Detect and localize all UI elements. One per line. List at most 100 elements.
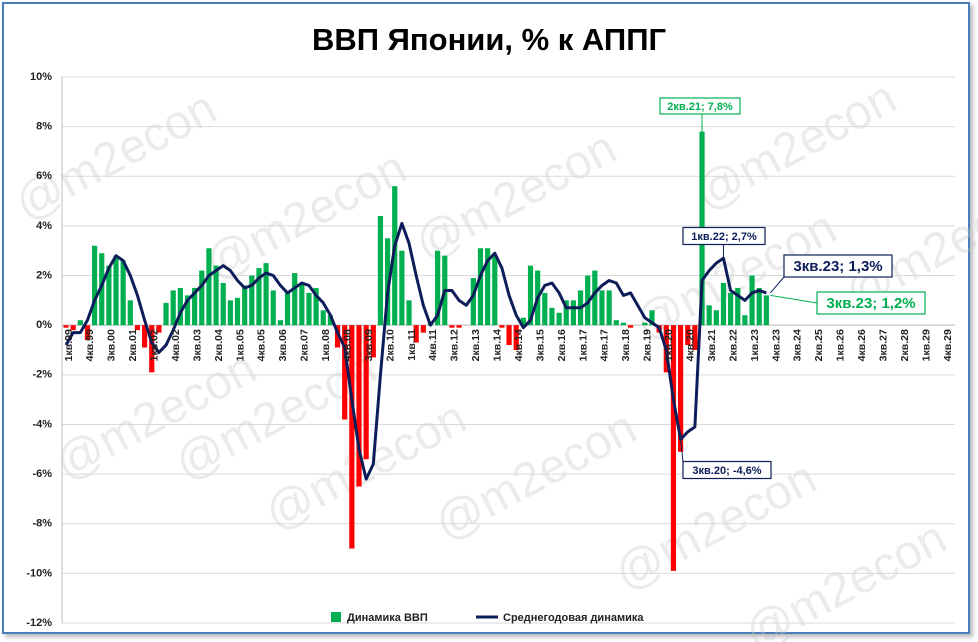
x-labels: 1кв.99 4кв.99 3кв.00 2кв.01 1кв.02 4кв.02 3кв.…: [63, 329, 954, 361]
bar: [284, 292, 291, 326]
bar: [256, 268, 262, 326]
x-tick-label: 3кв.00: [106, 329, 118, 361]
y-tick-label: -2%: [32, 369, 52, 381]
bar: [527, 265, 534, 326]
bar: [156, 325, 162, 333]
x-tick-label: 1кв.08: [320, 329, 332, 361]
x-tick-label: 3кв.06: [277, 329, 289, 361]
bar: [485, 248, 491, 326]
bar: [570, 300, 576, 326]
annotation-text: 3кв.20; -4,6%: [692, 465, 761, 477]
bar: [349, 325, 355, 549]
x-tick-label: 4кв.05: [256, 329, 268, 361]
bar: [270, 290, 276, 326]
y-tick-label: 0%: [36, 319, 52, 331]
x-tick-label: 2кв.04: [213, 329, 225, 361]
x-tick-label: 3кв.18: [620, 329, 632, 361]
bar: [199, 270, 205, 326]
x-tick-label: 2кв.28: [899, 329, 911, 361]
bar: [606, 290, 612, 326]
bar: [556, 312, 562, 326]
x-tick-label: 3кв.21: [706, 329, 718, 361]
bar: [206, 248, 212, 326]
bar: [542, 292, 548, 326]
y-tick-label: 6%: [36, 170, 52, 182]
annotation-pointer: [680, 439, 684, 462]
y-tick-label: -8%: [32, 518, 52, 530]
x-tick-label: 2кв.01: [127, 329, 139, 361]
bar: [292, 273, 298, 326]
annotation-pointer: [769, 276, 785, 294]
bar: [456, 325, 462, 328]
x-tick-label: 2кв.22: [727, 329, 739, 361]
bar: [142, 325, 148, 348]
bar: [263, 263, 269, 326]
bar: [113, 255, 119, 326]
x-tick-label: 4кв.11: [427, 329, 439, 361]
bar: [177, 287, 183, 326]
bar: [763, 295, 769, 326]
bar: [399, 250, 405, 326]
x-tick-label: 4кв.20: [685, 329, 697, 361]
bar: [377, 215, 384, 326]
bar: [649, 310, 655, 326]
bar: [356, 325, 362, 487]
bar: [735, 287, 741, 326]
bar: [706, 305, 712, 326]
bar: [756, 287, 762, 326]
bar: [242, 285, 248, 326]
bar: [742, 315, 748, 326]
annotation-box: [682, 226, 766, 246]
bar: [363, 325, 369, 460]
bar: [91, 245, 98, 326]
annotation-box: [816, 291, 926, 315]
annotation-box: [659, 97, 741, 115]
bar: [213, 265, 219, 326]
x-tick-label: 1кв.20: [663, 329, 675, 361]
bar: [563, 300, 569, 326]
bar: [84, 325, 91, 341]
bar: [435, 250, 441, 326]
bar: [313, 287, 319, 326]
y-tick-label: -10%: [26, 567, 52, 579]
bar: [627, 325, 634, 328]
bar: [227, 300, 233, 326]
x-tick-label: 1кв.29: [920, 329, 932, 361]
bar: [163, 302, 169, 326]
annotation-box: [783, 254, 893, 278]
x-tick-label: 2кв.13: [470, 329, 482, 361]
chart-title: ВВП Японии, % к АППГ: [312, 22, 666, 57]
bar: [677, 325, 684, 452]
bar: [720, 282, 727, 326]
bar: [106, 265, 112, 326]
bar: [749, 275, 755, 326]
y-tick-label: 4%: [36, 220, 52, 232]
bar: [692, 325, 698, 350]
x-tick-label: 1кв.99: [63, 329, 75, 361]
annotation-pointer: [770, 294, 818, 304]
bar: [234, 297, 241, 326]
bar: [306, 292, 312, 326]
bar: [599, 290, 605, 326]
legend-label: Динамика ВВП: [347, 612, 428, 624]
bar: [620, 322, 627, 326]
bar: [192, 287, 198, 326]
annotation-text: 3кв.23; 1,2%: [826, 295, 915, 312]
bar: [506, 325, 512, 346]
bar: [63, 325, 69, 328]
x-tick-label: 2кв.25: [813, 329, 825, 361]
x-tick-label: 1кв.11: [406, 329, 418, 361]
x-tick-label: 1кв.14: [492, 329, 504, 361]
bar: [384, 238, 391, 326]
bar: [520, 317, 526, 326]
annotation-box: [682, 460, 772, 480]
x-tick-label: 2кв.07: [299, 329, 311, 361]
line: [64, 221, 767, 481]
x-tick-label: 1кв.26: [835, 329, 847, 361]
bar: [327, 315, 334, 326]
x-tick-label: 3кв.12: [449, 329, 461, 361]
bar: [513, 325, 519, 350]
x-tick-label: 4кв.26: [856, 329, 868, 361]
bar: [120, 260, 126, 326]
bar: [334, 325, 341, 348]
